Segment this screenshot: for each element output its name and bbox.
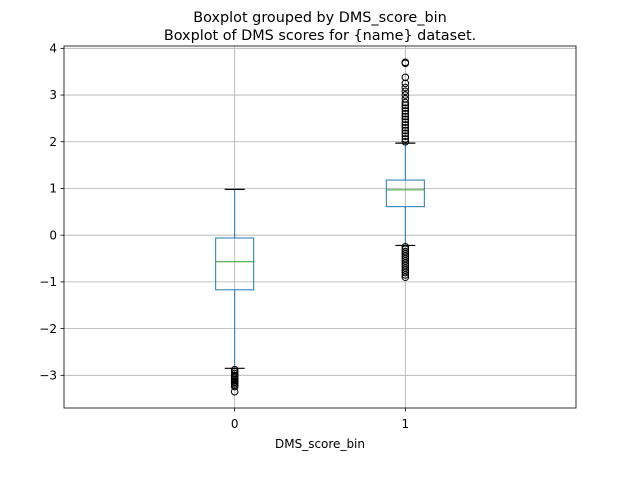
outlier-point <box>401 87 410 96</box>
y-tick-label: −2 <box>39 322 57 336</box>
outlier-point <box>401 112 410 121</box>
outlier-point <box>401 132 410 140</box>
grid-lines <box>64 46 576 408</box>
outlier-point <box>401 109 410 118</box>
outlier-point <box>401 91 410 99</box>
outlier-point <box>401 104 410 112</box>
outlier-point <box>401 94 410 103</box>
outlier-point <box>230 382 239 391</box>
outlier-point <box>401 118 410 126</box>
outlier-point <box>401 79 410 88</box>
box-group <box>215 188 255 396</box>
box-iqr <box>215 237 255 291</box>
outlier-point <box>401 137 410 146</box>
x-axis-label: DMS_score_bin <box>275 437 365 451</box>
chart-suptitle: Boxplot grouped by DMS_score_bin <box>193 10 446 26</box>
outlier-point <box>401 115 410 124</box>
outlier-point <box>401 98 410 107</box>
x-tick-label: 0 <box>231 417 239 431</box>
y-tick-label: 2 <box>49 135 57 149</box>
y-tick-label: 1 <box>49 182 57 196</box>
outlier-point <box>401 58 410 67</box>
box-group <box>385 58 425 282</box>
outlier-point <box>401 126 410 135</box>
axis-ticks: −3 −2 −1 0 1 2 3 4 0 1 <box>39 42 409 431</box>
plot-area-frame <box>63 45 577 409</box>
x-tick-label: 1 <box>402 417 410 431</box>
outlier-point <box>401 271 410 279</box>
outlier-point <box>401 73 410 82</box>
outlier-point <box>401 123 410 132</box>
outlier-point <box>401 268 410 277</box>
y-tick-label: 3 <box>49 88 57 102</box>
outlier-point <box>401 83 410 92</box>
outlier-point <box>230 387 239 396</box>
y-tick-label: −1 <box>39 275 57 289</box>
boxes <box>215 58 425 396</box>
y-tick-label: 0 <box>49 228 57 242</box>
outlier-point <box>401 273 410 282</box>
chart-title: Boxplot of DMS scores for {name} dataset… <box>164 28 476 44</box>
outlier-point <box>401 135 410 143</box>
y-tick-label: 4 <box>49 42 57 56</box>
box-iqr <box>385 179 425 208</box>
y-tick-label: −3 <box>39 369 57 383</box>
outlier-point <box>401 121 410 129</box>
outlier-point <box>401 107 410 115</box>
outlier-point <box>401 129 410 138</box>
